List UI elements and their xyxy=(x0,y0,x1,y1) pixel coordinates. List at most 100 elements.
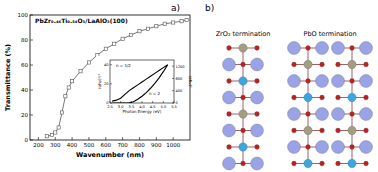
pb-atom xyxy=(316,75,329,88)
o-atom xyxy=(350,79,355,84)
x-tick xyxy=(156,137,157,140)
b-site-atom xyxy=(304,60,312,68)
o-atom xyxy=(364,95,369,100)
b-site-atom xyxy=(348,159,356,167)
y-tick xyxy=(30,140,33,141)
y-tick-label: 20 xyxy=(21,112,28,118)
o-atom xyxy=(255,112,260,117)
inset-y-tick-label: 40 xyxy=(104,63,109,67)
pb-atom xyxy=(360,75,373,88)
y-tick xyxy=(30,65,33,66)
y-tick-label: 100 xyxy=(18,12,29,18)
x-tick-label: 900 xyxy=(151,142,162,148)
pb-atom xyxy=(360,108,373,121)
o-atom xyxy=(241,62,246,67)
data-point xyxy=(185,18,188,21)
b-site-atom xyxy=(304,93,312,101)
data-point xyxy=(121,37,124,40)
data-point xyxy=(60,111,63,114)
o-atom xyxy=(336,128,341,133)
o-atom xyxy=(306,112,311,117)
b-site-atom xyxy=(348,126,356,134)
inset-x-tick xyxy=(163,101,164,103)
b-site-atom xyxy=(304,126,312,134)
o-atom xyxy=(292,161,297,166)
pb-atom xyxy=(332,75,345,88)
o-atom xyxy=(320,95,325,100)
x-axis-label: Wavenumber (nm) xyxy=(76,151,144,159)
pb-atom xyxy=(360,141,373,154)
x-tick-label: 800 xyxy=(134,142,145,148)
pb-atom xyxy=(223,91,236,104)
pb-atom xyxy=(251,157,264,170)
inset-x-tick xyxy=(174,101,175,103)
x-tick-label: 1000 xyxy=(166,142,180,148)
inset-marks xyxy=(112,65,167,103)
inset-x-tick xyxy=(110,101,111,103)
data-point xyxy=(113,42,116,45)
inset-y2-tick xyxy=(172,103,174,104)
b-site-atom xyxy=(239,77,247,85)
data-point xyxy=(129,33,132,36)
pb-atom xyxy=(316,141,329,154)
structure-title: ZrO₂ termination xyxy=(216,30,271,38)
pb-atom xyxy=(288,141,301,154)
inset-line xyxy=(112,65,167,103)
o-atom xyxy=(364,161,369,166)
o-atom xyxy=(306,145,311,150)
y-tick-label: 40 xyxy=(21,87,28,93)
panel-label: a) xyxy=(171,3,180,13)
inset-frame xyxy=(110,60,174,103)
pb-atom xyxy=(251,91,264,104)
b-site-atom xyxy=(239,143,247,151)
pb-atom xyxy=(288,108,301,121)
b-site-atom xyxy=(348,93,356,101)
o-atom xyxy=(364,62,369,67)
o-atom xyxy=(320,128,325,133)
y-axis-label: Transmittance (%) xyxy=(4,44,12,111)
x-tick xyxy=(38,137,39,140)
o-atom xyxy=(336,62,341,67)
o-atom xyxy=(306,79,311,84)
data-point xyxy=(138,30,141,33)
y-tick xyxy=(30,115,33,116)
y-tick xyxy=(30,90,33,91)
chart-title: PbZr₀.₄₆Ti₀.₅₄O₃/LaAlO₃(100) xyxy=(35,17,128,24)
data-point xyxy=(163,22,166,25)
inset-y2-tick-label: 800 xyxy=(176,77,184,81)
x-tick xyxy=(173,137,174,140)
o-atom xyxy=(350,46,355,51)
pb-atom xyxy=(251,58,264,71)
data-point xyxy=(155,25,158,28)
x-tick xyxy=(105,137,106,140)
figure: 2003004005006007008009001000020406080100… xyxy=(0,0,378,172)
x-tick xyxy=(88,137,89,140)
inset-y-tick xyxy=(110,83,112,84)
x-tick xyxy=(139,137,140,140)
inset-y2-tick-label: 0 xyxy=(176,101,179,105)
o-atom xyxy=(227,79,232,84)
o-atom xyxy=(227,145,232,150)
inset-y-tick-label: 20 xyxy=(104,82,109,86)
o-atom xyxy=(241,95,246,100)
o-atom xyxy=(227,112,232,117)
pb-atom xyxy=(288,42,301,55)
pb-atom xyxy=(332,42,345,55)
o-atom xyxy=(255,79,260,84)
o-atom xyxy=(320,62,325,67)
y-tick-label: 60 xyxy=(21,62,28,68)
inset-y-tick xyxy=(110,64,112,65)
o-atom xyxy=(292,62,297,67)
o-atom xyxy=(227,46,232,51)
data-point xyxy=(79,70,82,73)
x-tick-label: 600 xyxy=(101,142,112,148)
series-label: n = 1/2 xyxy=(116,63,131,68)
o-atom xyxy=(350,112,355,117)
x-tick-label: 300 xyxy=(50,142,61,148)
pb-atom xyxy=(360,42,373,55)
data-point xyxy=(45,135,48,138)
pb-atom xyxy=(316,108,329,121)
data-point xyxy=(67,86,70,89)
b-site-atom xyxy=(348,60,356,68)
plot-frame xyxy=(30,15,190,140)
